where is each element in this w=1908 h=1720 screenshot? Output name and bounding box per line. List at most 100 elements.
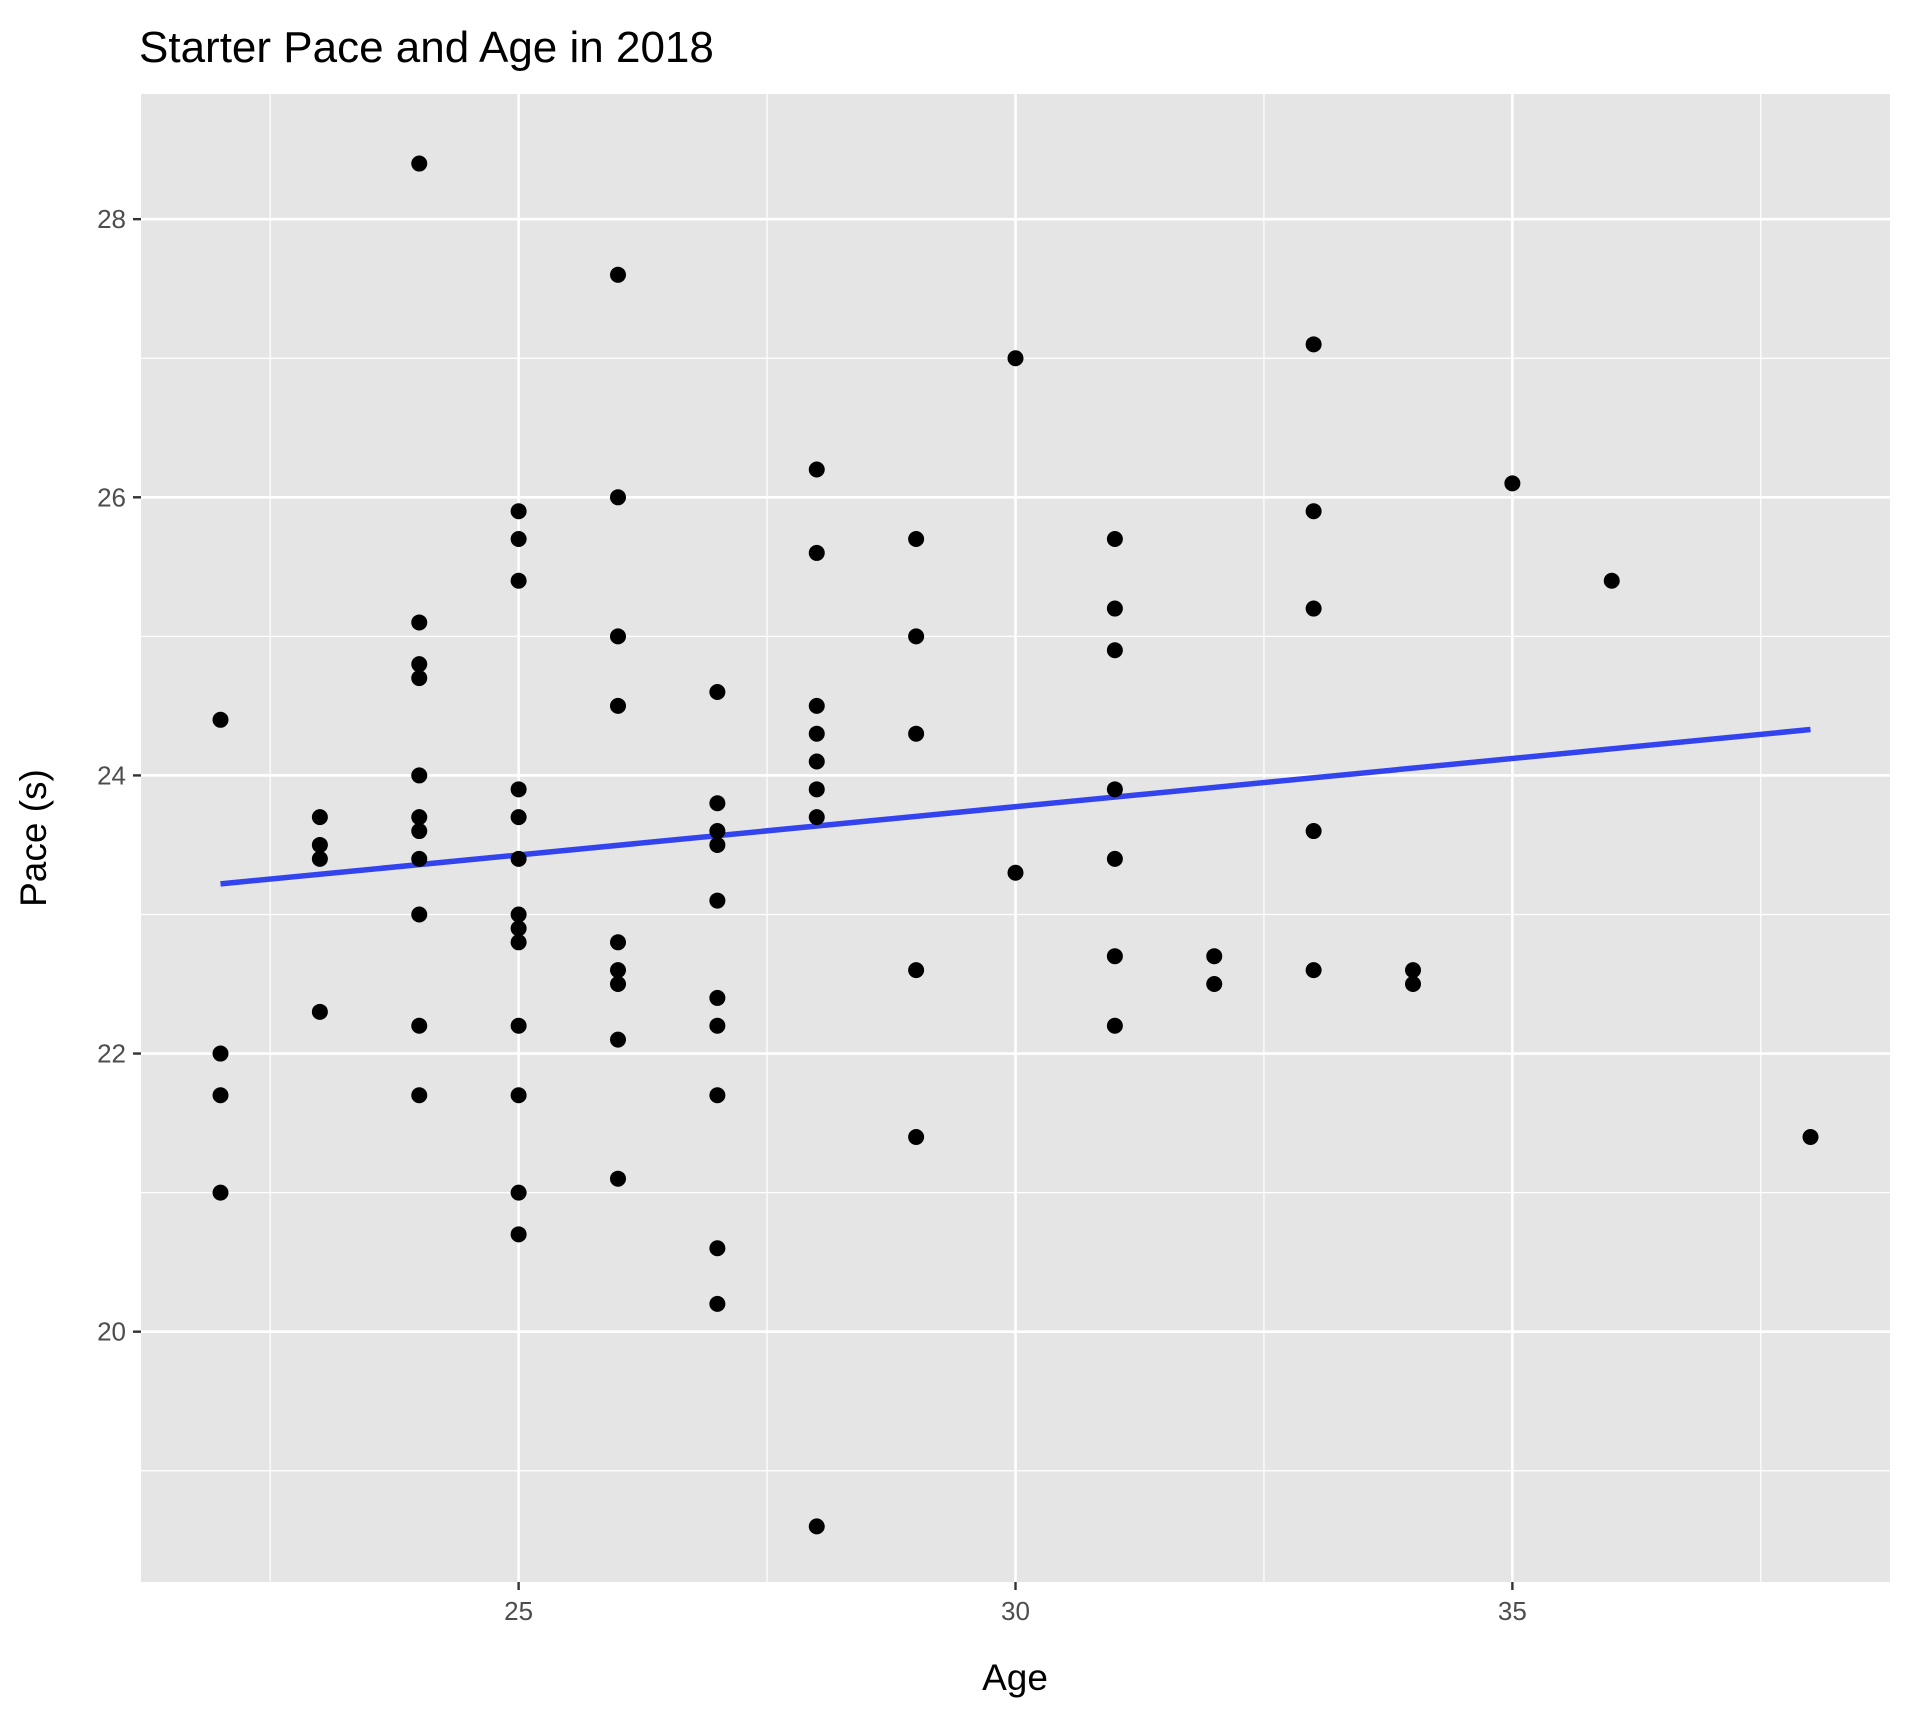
scatter-point [411, 906, 428, 923]
scatter-point [709, 795, 726, 812]
scatter-point [510, 503, 527, 520]
y-tick-label: 28 [97, 204, 126, 234]
scatter-point [411, 1087, 428, 1104]
scatter-point [1206, 948, 1223, 965]
scatter-point [510, 1017, 527, 1034]
scatter-point [510, 531, 527, 548]
data-points [212, 155, 1819, 1535]
scatter-point [610, 934, 626, 951]
y-tick-label: 20 [97, 1317, 126, 1347]
scatter-point [709, 1087, 726, 1104]
x-tick-label: 35 [1498, 1596, 1527, 1626]
scatter-point [1305, 600, 1322, 617]
scatter-point [311, 1003, 328, 1020]
scatter-point [1206, 976, 1223, 993]
scatter-point [709, 1295, 726, 1312]
scatter-point [212, 1045, 229, 1062]
scatter-point [610, 1170, 626, 1187]
x-tick-label: 25 [504, 1596, 533, 1626]
scatter-point [411, 809, 428, 826]
scatter-point [1106, 948, 1123, 965]
scatter-point [411, 614, 428, 631]
scatter-point [1405, 962, 1421, 979]
scatter-point [808, 781, 825, 798]
scatter-point [411, 155, 428, 172]
scatter-point [212, 1184, 229, 1201]
scatter-point [1106, 850, 1123, 867]
scatter-point [510, 572, 527, 589]
scatter-point [411, 656, 428, 673]
scatter-point [1007, 350, 1024, 367]
scatter-point [610, 489, 626, 506]
scatter-point [1106, 600, 1123, 617]
scatter-point [212, 1087, 229, 1104]
scatter-point [908, 962, 925, 979]
scatter-point [1305, 962, 1322, 979]
scatter-point [1305, 823, 1322, 840]
scatter-point [1603, 572, 1620, 589]
scatter-point [808, 753, 825, 770]
scatter-point [709, 1017, 726, 1034]
scatter-point [1106, 1017, 1123, 1034]
scatter-point [510, 920, 527, 937]
x-axis-title: Age [982, 1657, 1048, 1698]
scatter-point [908, 628, 925, 645]
y-tick-label: 22 [97, 1039, 126, 1069]
scatter-point [411, 823, 428, 840]
scatter-point [808, 1518, 825, 1535]
scatter-point [709, 1240, 726, 1257]
y-tick-label: 24 [97, 760, 126, 790]
scatter-point [1106, 781, 1123, 798]
trend-layer [220, 726, 1811, 887]
scatter-point [709, 892, 726, 909]
scatter-point [510, 781, 527, 798]
scatter-point [311, 836, 328, 853]
scatter-point [808, 809, 825, 826]
scatter-point [709, 836, 726, 853]
scatter-point [908, 1128, 925, 1145]
scatter-point [808, 697, 825, 714]
y-axis-title: Pace (s) [13, 769, 54, 907]
y-tick-label: 26 [97, 482, 126, 512]
scatter-point [709, 823, 726, 840]
scatter-point [610, 976, 626, 993]
scatter-point [510, 1226, 527, 1243]
scatter-point [610, 1031, 626, 1048]
scatter-point [1802, 1128, 1819, 1145]
scatter-point [1305, 336, 1322, 353]
scatter-point [510, 934, 527, 951]
scatter-point [411, 850, 428, 867]
x-tick-label: 30 [1001, 1596, 1030, 1626]
scatter-point [610, 697, 626, 714]
scatter-point [908, 531, 925, 548]
x-axis: 25 30 35 [504, 1582, 1527, 1626]
scatter-point [808, 461, 825, 478]
scatter-point [411, 1017, 428, 1034]
major-gridlines [141, 94, 1890, 1582]
chart-title: Starter Pace and Age in 2018 [139, 23, 714, 72]
scatter-point [1007, 864, 1024, 881]
scatter-point [510, 1087, 527, 1104]
scatter-point [510, 1184, 527, 1201]
scatter-point [808, 725, 825, 742]
scatter-point [808, 544, 825, 561]
scatter-point [709, 683, 726, 700]
trend-line [220, 726, 1811, 887]
scatter-point [1106, 642, 1123, 659]
scatter-point [212, 711, 229, 728]
scatter-point [411, 767, 428, 784]
scatter-point [709, 989, 726, 1006]
scatter-point [1106, 531, 1123, 548]
y-axis: 20 22 24 26 28 [97, 204, 141, 1347]
scatter-point [610, 266, 626, 283]
scatter-point [510, 809, 527, 826]
scatter-point [510, 850, 527, 867]
scatter-point [610, 628, 626, 645]
scatter-point [908, 725, 925, 742]
scatter-point [311, 809, 328, 826]
scatter-point [311, 850, 328, 867]
scatter-point [510, 906, 527, 923]
scatter-point [1504, 475, 1521, 492]
scatter-point [411, 670, 428, 687]
